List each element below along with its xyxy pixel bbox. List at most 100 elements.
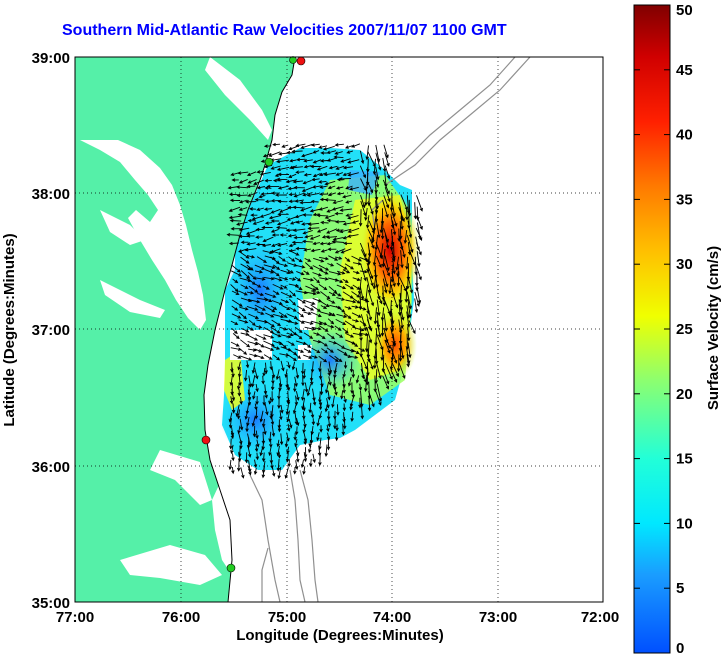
arrow-icon [373, 375, 378, 393]
arrow-icon [246, 242, 256, 246]
arrow-icon [272, 250, 283, 255]
arrow-icon [301, 362, 305, 375]
arrow-icon [247, 465, 252, 476]
arrow-icon [358, 332, 369, 337]
arrow-icon [350, 341, 359, 347]
arrow-icon [271, 332, 282, 338]
arrow-icon [400, 242, 406, 259]
arrow-icon [229, 375, 234, 387]
arrow-icon [294, 376, 298, 388]
arrow-icon [293, 383, 297, 393]
arrow-icon [383, 313, 388, 332]
arrow-icon [230, 430, 235, 440]
arrow-icon [287, 361, 291, 369]
arrow-icon [328, 361, 333, 374]
arrow-icon [318, 180, 327, 184]
arrow-icon [278, 256, 287, 262]
arrow-icon [277, 243, 288, 247]
arrow-icon [294, 332, 303, 340]
arrow-icon [349, 186, 359, 191]
arrow-icon [232, 278, 239, 284]
arrow-icon [304, 257, 312, 262]
arrow-icon [276, 166, 290, 172]
arrow-icon [322, 145, 335, 151]
arrow-icon [347, 215, 359, 220]
arrow-icon [414, 291, 420, 307]
arrow-icon [303, 342, 312, 349]
arrow-icon [347, 172, 359, 177]
arrow-icon [230, 227, 241, 231]
arrow-icon [277, 212, 289, 217]
arrow-icon [390, 360, 399, 378]
arrow-icon [254, 444, 259, 453]
arrow-icon [287, 348, 298, 356]
circle-marker-icon [264, 157, 274, 167]
arrow-icon [343, 312, 352, 320]
arrow-icon [230, 284, 239, 293]
arrow-icon [407, 220, 413, 239]
arrow-icon [382, 278, 388, 294]
arrow-icon [264, 320, 276, 328]
arrow-icon [264, 292, 277, 298]
arrow-icon [382, 199, 389, 219]
arrow-icon [273, 277, 283, 282]
arrow-icon [277, 397, 281, 409]
colorbar-tick-label: 20 [676, 386, 693, 403]
velocity-vectors [226, 142, 423, 480]
arrow-icon [240, 467, 245, 479]
arrow-icon [294, 395, 299, 406]
arrow-icon [285, 405, 290, 416]
arrow-icon [272, 313, 285, 319]
arrow-icon [325, 381, 330, 394]
arrow-icon [272, 142, 281, 147]
arrow-icon [270, 391, 274, 403]
arrow-icon [249, 353, 258, 358]
arrow-icon [384, 186, 391, 203]
arrow-icon [347, 227, 360, 233]
arrow-icon [228, 206, 241, 212]
map-title: Southern Mid-Atlantic Raw Velocities 200… [62, 22, 507, 39]
arrow-icon [351, 312, 362, 318]
arrow-icon [280, 360, 285, 372]
arrow-icon [264, 305, 276, 313]
arrow-icon [255, 277, 266, 281]
arrow-icon [384, 152, 390, 167]
arrow-icon [350, 355, 359, 359]
arrow-icon [303, 270, 310, 275]
circle-marker-icon [201, 435, 211, 445]
arrow-icon [270, 269, 280, 277]
arrow-icon [326, 150, 337, 155]
arrow-icon [335, 424, 339, 432]
arrow-icon [255, 341, 265, 348]
arrow-icon [310, 143, 320, 147]
arrow-icon [384, 255, 390, 272]
arrow-icon [287, 459, 291, 468]
arrow-icon [358, 306, 367, 311]
arrow-icon [256, 185, 265, 190]
arrow-icon [345, 185, 353, 190]
arrow-icon [364, 207, 368, 221]
arrow-icon [358, 397, 362, 409]
arrow-icon [254, 304, 266, 311]
arrow-icon [303, 277, 315, 282]
arrow-icon [347, 159, 360, 164]
colorbar-tick-label: 50 [676, 2, 693, 19]
arrow-icon [372, 276, 377, 290]
coastline [203, 56, 296, 603]
arrow-icon [286, 332, 294, 337]
x-axis-label: Longitude (Degrees:Minutes) [236, 627, 444, 644]
arrow-icon [277, 466, 282, 480]
arrow-icon [308, 402, 312, 414]
arrow-icon [349, 403, 353, 411]
arrow-icon [336, 297, 346, 301]
arrow-icon [359, 320, 367, 327]
arrow-icon [290, 165, 303, 170]
arrow-icon [237, 361, 241, 371]
arrow-icon [263, 334, 275, 339]
arrow-icon [340, 158, 351, 163]
arrow-icon [300, 206, 312, 212]
arrow-icon [384, 339, 391, 354]
arrow-icon [342, 269, 351, 274]
arrow-icon [299, 200, 312, 205]
